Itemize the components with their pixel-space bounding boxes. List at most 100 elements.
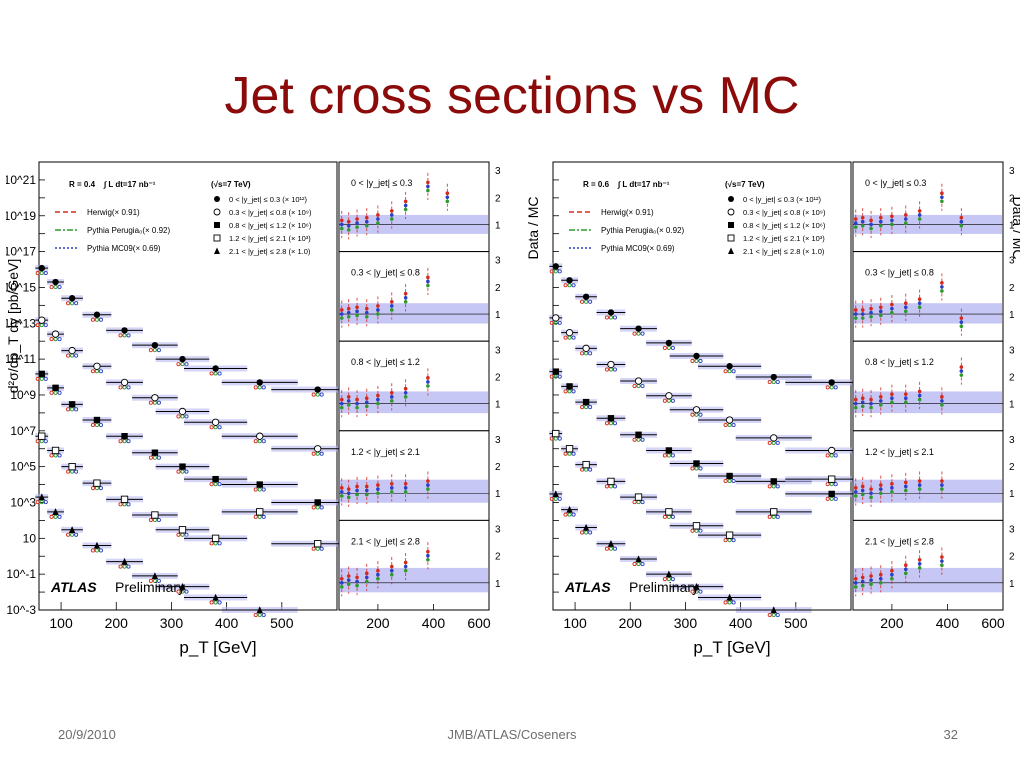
- mc-prediction-point: [690, 358, 695, 364]
- ratio-point-mc09: [869, 491, 873, 496]
- legend-marker: [214, 196, 220, 202]
- ratio-point-perugia: [389, 308, 394, 312]
- ratio-point-mc09: [860, 579, 865, 584]
- mc-prediction-point: [670, 577, 675, 582]
- ratio-point-perugia: [869, 582, 873, 587]
- ratio-point-mc09: [355, 401, 359, 406]
- mc-prediction-point: [584, 405, 589, 410]
- ratio-point-herwig: [903, 213, 908, 217]
- ratio-point-mc09: [364, 310, 369, 315]
- mc-prediction-point: [98, 548, 103, 553]
- mc-prediction-point: [53, 514, 58, 519]
- ratio-panel-frame: [852, 251, 1004, 342]
- data-point: [635, 555, 642, 563]
- mc-prediction-point: [74, 301, 79, 306]
- mc-prediction-point: [549, 436, 554, 441]
- ratio-point-perugia: [878, 491, 883, 496]
- cross-section-plot-r04: 10^2110^1910^1710^1510^1310^1110^910^710…: [4, 161, 530, 657]
- legend-rapidity-label: 0 < |y_jet| ≤ 0.3 (× 10¹²): [229, 195, 308, 204]
- x-tick-label: 400: [215, 615, 239, 631]
- mc-prediction-point: [49, 337, 54, 342]
- mc-prediction-point: [66, 353, 71, 358]
- mc-prediction-point: [640, 437, 645, 442]
- ratio-point-perugia: [853, 494, 858, 498]
- mc-prediction-point: [39, 271, 44, 276]
- ratio-point-perugia: [364, 404, 369, 409]
- mc-prediction-point: [775, 612, 780, 618]
- ratio-point-herwig: [426, 479, 430, 483]
- cross-section-plot-r06: 100 200 300 400 500 p_T [GeV] R = 0.6 ∫ L dt=17…: [525, 161, 1024, 657]
- mc-prediction-point: [122, 439, 127, 444]
- ratio-point-perugia: [940, 199, 944, 204]
- ratio-point-perugia: [869, 495, 873, 500]
- mc-prediction-point: [584, 530, 589, 535]
- mc-prediction-point: [213, 371, 218, 376]
- mc-prediction-point: [217, 371, 222, 376]
- legend-rapidity-label: 1.2 < |y_jet| ≤ 2.1 (× 10³): [743, 234, 825, 243]
- legend-mc-label: Herwig(× 0.91): [601, 208, 654, 217]
- data-point: [634, 493, 643, 501]
- ratio-point-herwig: [853, 308, 858, 312]
- ratio-point-perugia: [389, 217, 394, 221]
- ratio-point-mc09: [426, 553, 430, 558]
- data-point: [565, 445, 574, 453]
- ratio-point-herwig: [346, 574, 351, 578]
- ratio-point-mc09: [339, 312, 344, 316]
- y-tick-label: 10^15: [6, 280, 36, 294]
- ratio-point-herwig: [917, 389, 922, 394]
- ratio-y-tick-label: 1: [495, 310, 501, 321]
- mc-prediction-point: [604, 546, 609, 551]
- ratio-point-herwig: [403, 560, 408, 565]
- data-point: [256, 481, 263, 488]
- mc-prediction-point: [152, 455, 157, 460]
- ratio-point-perugia: [346, 495, 351, 500]
- data-point: [121, 327, 128, 334]
- ratio-point-perugia: [860, 316, 865, 320]
- mc-prediction-point: [217, 482, 222, 487]
- x-tick-label: 200: [105, 615, 129, 631]
- ratio-x-tick-label: 600: [467, 615, 491, 631]
- ratio-panel-label: 2.1 < |y_jet| ≤ 2.8: [865, 536, 934, 546]
- mc-prediction-point: [49, 514, 54, 519]
- mc-prediction-point: [553, 374, 558, 379]
- ratio-panel-frame: [338, 340, 490, 432]
- mc-prediction-point: [604, 367, 609, 372]
- mc-prediction-point: [557, 496, 562, 501]
- ratio-point-mc09: [364, 219, 369, 224]
- data-point: [828, 446, 836, 455]
- ratio-point-herwig: [355, 484, 359, 489]
- data-point: [582, 523, 590, 531]
- mc-prediction-point: [35, 439, 40, 444]
- ratio-point-perugia: [853, 225, 858, 229]
- ratio-point-herwig: [869, 397, 873, 402]
- ratio-point-herwig: [878, 395, 883, 399]
- ratio-point-perugia: [860, 583, 865, 588]
- mc-prediction-point: [180, 589, 185, 594]
- mc-prediction-point: [767, 379, 772, 385]
- data-point: [93, 479, 101, 487]
- ratio-panel-label: 0.3 < |y_jet| ≤ 0.8: [351, 268, 420, 278]
- mc-prediction-point: [767, 514, 772, 519]
- ratio-y-tick-label: 3: [1009, 256, 1015, 267]
- mc-prediction-point: [74, 469, 79, 474]
- mc-prediction-point: [767, 484, 772, 489]
- ratio-point-mc09: [364, 575, 369, 580]
- data-point: [828, 379, 835, 386]
- ratio-point-mc09: [426, 184, 430, 189]
- ratio-point-perugia: [869, 405, 873, 410]
- ratio-y-tick-label: 2: [1009, 552, 1015, 563]
- ratio-point-mc09: [860, 488, 865, 493]
- mc-prediction-point: [253, 612, 258, 618]
- mc-prediction-point: [662, 453, 667, 458]
- ratio-point-mc09: [917, 213, 922, 217]
- data-point: [93, 541, 101, 549]
- ratio-point-perugia: [940, 403, 944, 407]
- ratio-point-perugia: [339, 585, 344, 589]
- ratio-point-perugia: [346, 314, 351, 319]
- data-point: [256, 379, 263, 386]
- ratio-point-mc09: [389, 213, 394, 217]
- y-tick-label: 10^3: [10, 495, 36, 509]
- mc-prediction-point: [670, 453, 675, 458]
- ratio-point-perugia: [403, 568, 408, 573]
- data-point: [151, 572, 159, 580]
